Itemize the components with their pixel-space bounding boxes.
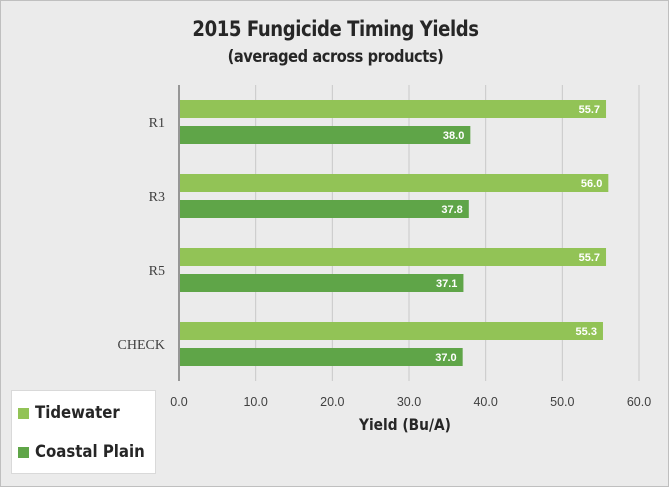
x-axis-label: Yield (Bu/A) bbox=[359, 415, 451, 434]
x-tick-label: 0.0 bbox=[170, 395, 187, 409]
category-label: R3 bbox=[149, 190, 165, 205]
bar-tidewater bbox=[180, 248, 607, 266]
legend-label-coastal-plain: Coastal Plain bbox=[35, 442, 145, 462]
x-tick-label: 20.0 bbox=[320, 395, 344, 409]
legend-item-coastal-plain: Coastal Plain bbox=[18, 442, 160, 462]
bar-coastal-plain bbox=[180, 348, 463, 366]
data-label: 56.0 bbox=[581, 178, 602, 190]
legend-swatch-tidewater bbox=[18, 407, 29, 419]
chart-title: 2015 Fungicide Timing Yields bbox=[192, 17, 479, 41]
legend-swatch-coastal-plain bbox=[18, 446, 29, 458]
bar-tidewater bbox=[180, 100, 607, 118]
data-label: 37.1 bbox=[436, 278, 457, 290]
data-label: 37.0 bbox=[435, 352, 456, 364]
category-label: R5 bbox=[149, 264, 165, 279]
category-label: R1 bbox=[149, 116, 165, 131]
x-tick-label: 60.0 bbox=[627, 395, 651, 409]
data-label: 55.7 bbox=[579, 104, 600, 116]
bar-coastal-plain bbox=[180, 274, 464, 292]
bar-tidewater bbox=[180, 322, 603, 340]
bar-coastal-plain bbox=[180, 126, 471, 144]
data-label: 55.3 bbox=[576, 326, 597, 338]
chart-subtitle: (averaged across products) bbox=[227, 47, 444, 67]
bar-coastal-plain bbox=[180, 200, 469, 218]
x-tick-label: 40.0 bbox=[473, 395, 497, 409]
data-label: 37.8 bbox=[441, 204, 462, 216]
x-tick-label: 30.0 bbox=[397, 395, 421, 409]
bar-tidewater bbox=[180, 174, 609, 192]
x-tick-label: 50.0 bbox=[550, 395, 574, 409]
data-label: 38.0 bbox=[443, 130, 464, 142]
legend: Tidewater Coastal Plain bbox=[11, 390, 156, 474]
category-label: CHECK bbox=[118, 338, 165, 353]
legend-item-tidewater: Tidewater bbox=[18, 403, 131, 423]
legend-label-tidewater: Tidewater bbox=[35, 403, 120, 423]
data-label: 55.7 bbox=[579, 252, 600, 264]
x-tick-label: 10.0 bbox=[243, 395, 267, 409]
